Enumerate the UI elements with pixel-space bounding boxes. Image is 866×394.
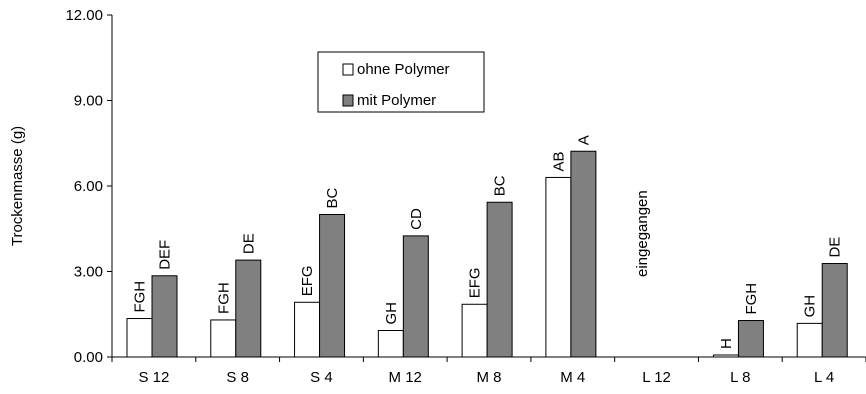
y-tick-label: 9.00 bbox=[74, 93, 103, 110]
x-tick-label: S 8 bbox=[226, 369, 249, 386]
bar-data-label: DE bbox=[240, 233, 257, 254]
bar-data-label: DE bbox=[827, 237, 844, 258]
bar-ohne-polymer bbox=[712, 354, 739, 358]
bar-data-label: AB bbox=[550, 151, 567, 171]
bar-mit-polymer bbox=[235, 259, 262, 358]
bar-data-label: FGH bbox=[743, 283, 760, 315]
y-axis: 0.00 3.00 6.00 9.00 12.00 bbox=[65, 7, 113, 366]
legend-label-ohne-polymer: ohne Polymer bbox=[357, 61, 450, 78]
bar-ohne-polymer bbox=[126, 318, 153, 358]
bar-data-label: EFG bbox=[467, 267, 484, 298]
bar-data-label: GH bbox=[383, 302, 400, 325]
x-tick-label: M 4 bbox=[560, 369, 585, 386]
bar-data-label: BC bbox=[492, 175, 509, 196]
bar-mit-polymer bbox=[319, 214, 346, 358]
bar-data-label: H bbox=[718, 338, 735, 349]
bar-ohne-polymer bbox=[210, 319, 237, 358]
x-axis: S 12 S 8 S 4 M 12 M 8 M 4 L 12 L 8 L 4 bbox=[111, 356, 866, 386]
bar-ohne-polymer bbox=[294, 301, 321, 358]
bar-data-label: BC bbox=[324, 187, 341, 208]
bar-labels: FGH DEF FGH DE EFG BC GH CD EFG BC AB A H FGH GH DE bbox=[132, 135, 844, 349]
bar-ohne-polymer bbox=[545, 176, 572, 358]
bar-ohne-polymer bbox=[377, 329, 404, 358]
bar-mit-polymer bbox=[821, 263, 848, 358]
y-tick-label: 0.00 bbox=[74, 349, 103, 366]
x-tick-label: L 4 bbox=[814, 369, 834, 386]
bar-mit-polymer bbox=[737, 320, 764, 358]
bar-mit-polymer bbox=[402, 235, 429, 358]
x-tick-label: S 4 bbox=[310, 369, 333, 386]
bar-ohne-polymer bbox=[796, 322, 823, 358]
bar-data-label: EFG bbox=[299, 265, 316, 296]
bar-mit-polymer bbox=[151, 275, 178, 358]
y-tick-label: 6.00 bbox=[74, 178, 103, 195]
x-tick-label: M 12 bbox=[389, 369, 422, 386]
legend: ohne Polymer mit Polymer bbox=[317, 51, 485, 113]
bar-data-label: GH bbox=[802, 295, 819, 318]
legend-label-mit-polymer: mit Polymer bbox=[357, 92, 436, 109]
legend-swatch-mit-polymer bbox=[342, 94, 354, 107]
bar-data-label: FGH bbox=[132, 281, 149, 313]
bars bbox=[126, 150, 848, 358]
bar-data-label: CD bbox=[408, 208, 425, 230]
y-tick-label: 12.00 bbox=[65, 7, 103, 24]
bar-data-label: DEF bbox=[157, 240, 174, 270]
bar-data-label: A bbox=[575, 135, 592, 145]
bar-mit-polymer bbox=[486, 201, 513, 358]
bar-mit-polymer bbox=[570, 150, 597, 358]
y-tick-label: 3.00 bbox=[74, 264, 103, 281]
x-tick-label: M 8 bbox=[476, 369, 501, 386]
y-axis-label: Trockenmasse (g) bbox=[9, 126, 26, 246]
x-tick-label: L 12 bbox=[642, 369, 671, 386]
x-tick-label: S 12 bbox=[138, 369, 169, 386]
legend-swatch-ohne-polymer bbox=[342, 63, 354, 76]
x-tick-label: L 8 bbox=[730, 369, 750, 386]
bar-data-label: FGH bbox=[215, 282, 232, 314]
annotation-eingegangen: eingegangen bbox=[634, 190, 651, 277]
bar-ohne-polymer bbox=[461, 303, 488, 358]
